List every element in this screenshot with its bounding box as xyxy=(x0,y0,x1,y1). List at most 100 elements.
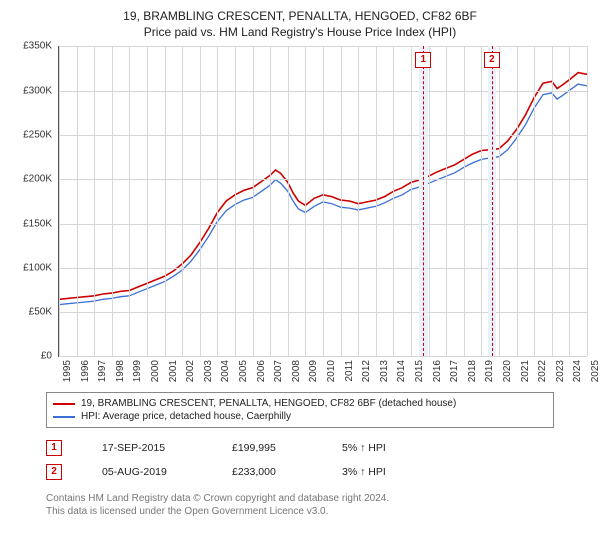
x-axis-label: 2022 xyxy=(537,360,548,382)
transaction-delta: 3% ↑ HPI xyxy=(342,466,386,478)
x-axis-labels: 1995 1996 1997 1998 1999 2000 2001 2002 2003 2004… xyxy=(58,358,586,388)
x-tick xyxy=(411,46,412,356)
transaction-dashed-line xyxy=(492,46,493,356)
x-tick xyxy=(393,46,394,356)
x-tick xyxy=(182,46,183,356)
x-axis-label: 2000 xyxy=(150,360,161,382)
x-tick xyxy=(534,46,535,356)
x-axis-label: 2002 xyxy=(185,360,196,382)
x-axis-label: 2001 xyxy=(168,360,179,382)
legend-label: HPI: Average price, detached house, Caer… xyxy=(81,411,291,422)
transaction-number-box: 1 xyxy=(415,52,431,68)
transaction-row: 2 05-AUG-2019 £233,000 3% ↑ HPI xyxy=(46,460,554,484)
legend-item: HPI: Average price, detached house, Caer… xyxy=(53,410,547,423)
y-axis-label: £200K xyxy=(23,174,52,185)
y-axis-label: £250K xyxy=(23,129,52,140)
x-axis-label: 2007 xyxy=(273,360,284,382)
y-axis-label: £350K xyxy=(23,41,52,52)
y-axis-label: £300K xyxy=(23,85,52,96)
x-axis-label: 2014 xyxy=(396,360,407,382)
x-axis-label: 2012 xyxy=(361,360,372,382)
x-axis-label: 2009 xyxy=(308,360,319,382)
x-axis-label: 2004 xyxy=(220,360,231,382)
x-axis-label: 2016 xyxy=(432,360,443,382)
x-axis-label: 2018 xyxy=(467,360,478,382)
x-axis-label: 1998 xyxy=(115,360,126,382)
legend-swatch xyxy=(53,403,75,405)
attribution-line-2: This data is licensed under the Open Gov… xyxy=(46,505,554,518)
y-axis-labels: £0£50K£100K£150K£200K£250K£300K£350K xyxy=(10,46,56,356)
x-tick xyxy=(147,46,148,356)
plot-area: 12 xyxy=(58,46,587,357)
x-axis-label: 1997 xyxy=(97,360,108,382)
attribution: Contains HM Land Registry data © Crown c… xyxy=(46,492,554,518)
x-axis-label: 2017 xyxy=(449,360,460,382)
x-tick xyxy=(481,46,482,356)
x-axis-label: 2003 xyxy=(203,360,214,382)
transaction-price: £233,000 xyxy=(232,466,302,478)
x-tick xyxy=(253,46,254,356)
x-tick xyxy=(217,46,218,356)
x-tick xyxy=(341,46,342,356)
x-tick xyxy=(165,46,166,356)
x-axis-label: 2006 xyxy=(256,360,267,382)
transaction-row-number: 1 xyxy=(46,440,62,456)
x-axis-label: 2008 xyxy=(291,360,302,382)
title-line-1: 19, BRAMBLING CRESCENT, PENALLTA, HENGOE… xyxy=(10,8,590,24)
x-axis-label: 2021 xyxy=(520,360,531,382)
x-axis-label: 2010 xyxy=(326,360,337,382)
x-tick xyxy=(569,46,570,356)
x-tick xyxy=(94,46,95,356)
legend-item: 19, BRAMBLING CRESCENT, PENALLTA, HENGOE… xyxy=(53,397,547,410)
legend: 19, BRAMBLING CRESCENT, PENALLTA, HENGOE… xyxy=(46,392,554,428)
x-tick xyxy=(446,46,447,356)
x-axis-label: 2015 xyxy=(414,360,425,382)
x-axis-label: 2013 xyxy=(379,360,390,382)
x-tick xyxy=(235,46,236,356)
transaction-date: 17-SEP-2015 xyxy=(102,442,192,454)
transaction-table: 1 17-SEP-2015 £199,995 5% ↑ HPI 2 05-AUG-2019… xyxy=(46,436,554,484)
transaction-row-number: 2 xyxy=(46,464,62,480)
x-tick xyxy=(59,46,60,356)
x-axis-label: 1995 xyxy=(62,360,73,382)
x-tick xyxy=(587,46,588,356)
x-axis-label: 2024 xyxy=(572,360,583,382)
x-tick xyxy=(270,46,271,356)
x-axis-label: 2023 xyxy=(555,360,566,382)
x-tick xyxy=(305,46,306,356)
x-tick xyxy=(129,46,130,356)
x-axis-label: 1999 xyxy=(132,360,143,382)
y-axis-label: £150K xyxy=(23,218,52,229)
x-axis-label: 1996 xyxy=(80,360,91,382)
y-axis-label: £100K xyxy=(23,262,52,273)
title-line-2: Price paid vs. HM Land Registry's House … xyxy=(10,24,590,40)
transaction-row: 1 17-SEP-2015 £199,995 5% ↑ HPI xyxy=(46,436,554,460)
chart-title: 19, BRAMBLING CRESCENT, PENALLTA, HENGOE… xyxy=(10,8,590,40)
x-tick xyxy=(376,46,377,356)
x-tick xyxy=(429,46,430,356)
transaction-date: 05-AUG-2019 xyxy=(102,466,192,478)
x-tick xyxy=(288,46,289,356)
x-axis-label: 2019 xyxy=(484,360,495,382)
transaction-price: £199,995 xyxy=(232,442,302,454)
x-tick xyxy=(552,46,553,356)
legend-swatch xyxy=(53,416,75,418)
y-axis-label: £0 xyxy=(41,351,52,362)
x-axis-label: 2011 xyxy=(344,360,355,382)
transaction-delta: 5% ↑ HPI xyxy=(342,442,386,454)
y-axis-label: £50K xyxy=(29,307,52,318)
x-tick xyxy=(323,46,324,356)
x-axis-label: 2025 xyxy=(590,360,600,382)
x-axis-label: 2005 xyxy=(238,360,249,382)
chart-container: 19, BRAMBLING CRESCENT, PENALLTA, HENGOE… xyxy=(0,0,600,526)
x-tick xyxy=(517,46,518,356)
attribution-line-1: Contains HM Land Registry data © Crown c… xyxy=(46,492,554,505)
chart-frame: £0£50K£100K£150K£200K£250K£300K£350K 12 … xyxy=(10,46,590,386)
x-tick xyxy=(112,46,113,356)
legend-label: 19, BRAMBLING CRESCENT, PENALLTA, HENGOE… xyxy=(81,398,456,409)
transaction-dashed-line xyxy=(423,46,424,356)
gridline xyxy=(59,356,587,357)
x-axis-label: 2020 xyxy=(502,360,513,382)
x-tick xyxy=(358,46,359,356)
transaction-number-box: 2 xyxy=(484,52,500,68)
